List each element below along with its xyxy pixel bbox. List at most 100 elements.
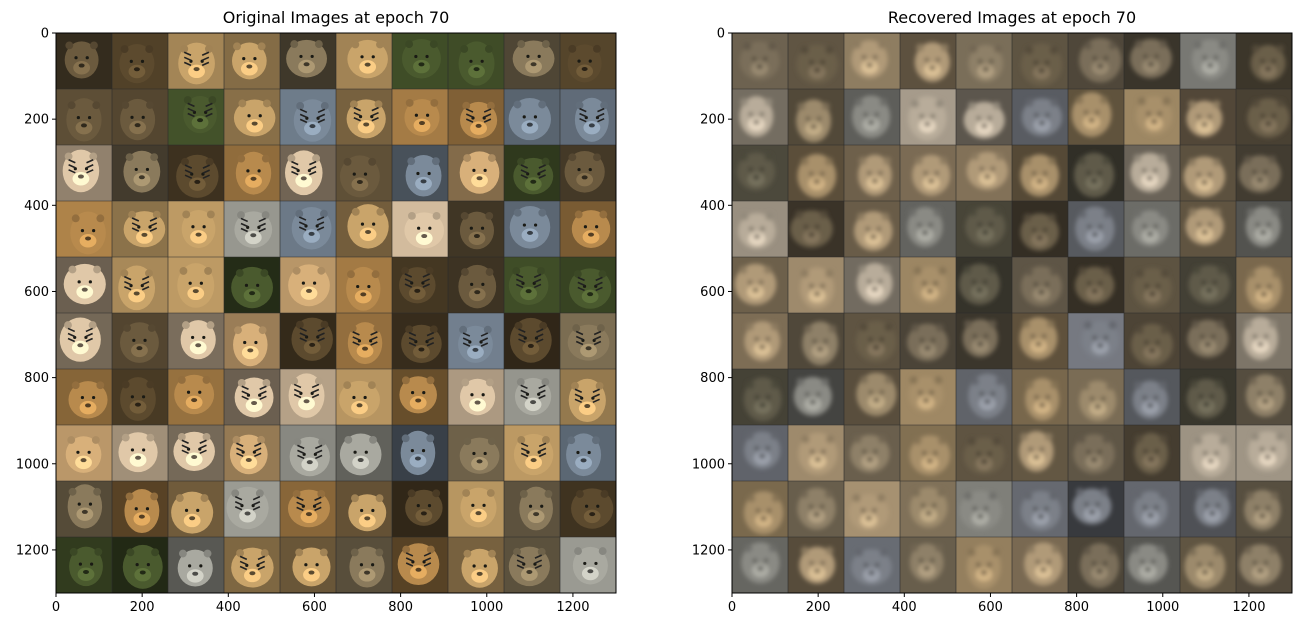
recovered-image-tile xyxy=(1124,369,1180,425)
recovered-image-tile xyxy=(844,313,900,369)
original-image-tile xyxy=(280,257,336,313)
original-image-tile xyxy=(112,313,168,369)
recovered-image-tile xyxy=(1012,425,1068,481)
original-image-tile xyxy=(336,33,392,89)
recovered-y-axis: 0 200 400 600 800 1000 1200 xyxy=(692,27,732,558)
recovered-image-tile xyxy=(788,481,844,537)
original-image-tile xyxy=(224,537,280,593)
x-tick-label: 200 xyxy=(806,600,831,615)
original-image-tile xyxy=(56,33,112,89)
original-image-tile xyxy=(280,313,336,369)
recovered-image-tile xyxy=(844,89,900,145)
original-image-tile xyxy=(224,201,280,257)
original-image-tile xyxy=(280,201,336,257)
recovered-image-tile xyxy=(844,425,900,481)
recovered-image-tile xyxy=(1068,313,1124,369)
recovered-image-tile xyxy=(956,313,1012,369)
original-image-tile xyxy=(56,481,112,537)
original-image-tile xyxy=(504,425,560,481)
recovered-image-tile xyxy=(1236,369,1292,425)
y-tick-label: 800 xyxy=(700,371,725,386)
recovered-image-tile xyxy=(1068,425,1124,481)
recovered-images-panel: Recovered Images at epoch 70 0 200 400 600 8… xyxy=(692,8,1293,615)
recovered-image-tile xyxy=(844,369,900,425)
original-image-tile xyxy=(392,369,448,425)
recovered-image-tile xyxy=(844,481,900,537)
recovered-image-tile xyxy=(1124,201,1180,257)
recovered-image-tile xyxy=(1068,257,1124,313)
recovered-image-tile xyxy=(1180,481,1236,537)
original-image-tile xyxy=(560,257,616,313)
x-tick-label: 200 xyxy=(130,600,155,615)
original-image-tile xyxy=(112,145,168,201)
recovered-image-tile xyxy=(788,425,844,481)
original-image-tile xyxy=(392,313,448,369)
original-images-title: Original Images at epoch 70 xyxy=(223,8,450,27)
original-image-tile xyxy=(560,369,616,425)
original-image-tile xyxy=(168,145,224,201)
recovered-image-tile xyxy=(956,369,1012,425)
recovered-image-tile xyxy=(1124,257,1180,313)
original-image-tile xyxy=(56,145,112,201)
recovered-image-tile xyxy=(732,481,788,537)
original-image-tile xyxy=(560,145,616,201)
y-tick-label: 0 xyxy=(41,27,49,42)
original-image-tile xyxy=(336,425,392,481)
x-tick-label: 600 xyxy=(978,600,1003,615)
recovered-image-tile xyxy=(1012,89,1068,145)
recovered-image-tile xyxy=(788,145,844,201)
original-image-tile xyxy=(392,89,448,145)
original-image-tile xyxy=(56,257,112,313)
original-image-tile xyxy=(336,313,392,369)
recovered-image-tile xyxy=(788,313,844,369)
original-image-tile xyxy=(504,257,560,313)
y-tick-label: 0 xyxy=(717,27,725,42)
original-image-tile xyxy=(336,201,392,257)
original-image-tile xyxy=(504,201,560,257)
recovered-image-tile xyxy=(900,369,956,425)
recovered-image-tile xyxy=(1124,481,1180,537)
recovered-image-tile xyxy=(900,89,956,145)
recovered-image-tile xyxy=(956,481,1012,537)
original-image-tile xyxy=(224,33,280,89)
recovered-image-tile xyxy=(732,33,788,89)
recovered-image-tile xyxy=(1012,201,1068,257)
recovered-image-tile xyxy=(1180,425,1236,481)
recovered-x-axis: 0 200 400 600 800 1000 1200 xyxy=(728,593,1265,615)
original-image-tile xyxy=(560,481,616,537)
recovered-image-tile xyxy=(1236,481,1292,537)
original-y-axis: 0 200 400 600 800 1000 1200 xyxy=(16,27,56,558)
recovered-image-tile xyxy=(1012,313,1068,369)
original-image-tile xyxy=(112,257,168,313)
recovered-image-tile xyxy=(1068,537,1124,593)
original-image-tile xyxy=(112,33,168,89)
recovered-images-title: Recovered Images at epoch 70 xyxy=(888,8,1136,27)
x-tick-label: 1200 xyxy=(556,600,589,615)
recovered-image-tile xyxy=(732,369,788,425)
original-image-tile xyxy=(112,537,168,593)
original-image-tile xyxy=(392,33,448,89)
original-image-tile xyxy=(224,257,280,313)
original-image-tile xyxy=(168,369,224,425)
recovered-image-tile xyxy=(1068,89,1124,145)
recovered-image-tile xyxy=(788,89,844,145)
x-tick-label: 400 xyxy=(216,600,241,615)
recovered-image-tile xyxy=(1012,145,1068,201)
recovered-image-tile xyxy=(1068,145,1124,201)
original-image-tile xyxy=(56,369,112,425)
original-image-tile xyxy=(336,537,392,593)
original-image-tile xyxy=(448,201,504,257)
original-image-tile xyxy=(280,369,336,425)
recovered-image-tile xyxy=(732,145,788,201)
recovered-image-tile xyxy=(1236,257,1292,313)
x-tick-label: 600 xyxy=(302,600,327,615)
original-image-tile xyxy=(336,145,392,201)
x-tick-label: 800 xyxy=(1064,600,1089,615)
original-image-tile xyxy=(56,89,112,145)
recovered-image-tile xyxy=(956,425,1012,481)
original-image-tile xyxy=(392,257,448,313)
original-image-tile xyxy=(560,425,616,481)
recovered-image-tile xyxy=(900,481,956,537)
original-image-tile xyxy=(392,425,448,481)
